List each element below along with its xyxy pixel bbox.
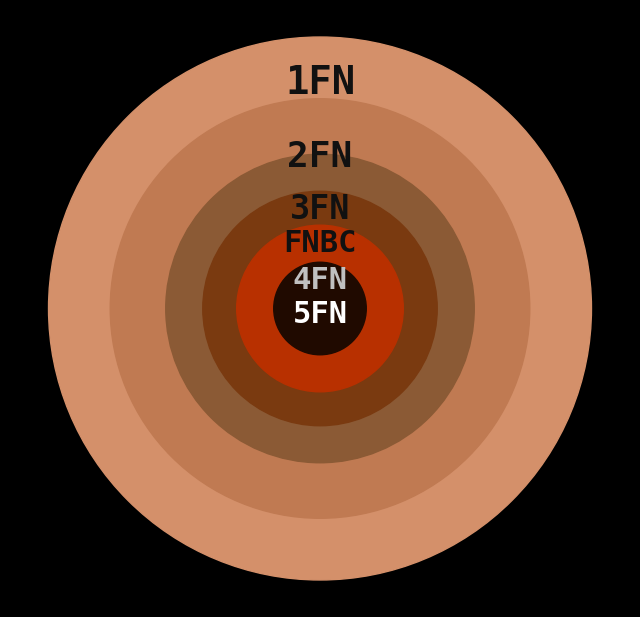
Circle shape — [274, 262, 366, 355]
Circle shape — [237, 225, 403, 392]
Text: 3FN: 3FN — [290, 193, 350, 226]
Text: FNBC: FNBC — [284, 229, 356, 259]
Circle shape — [166, 154, 474, 463]
Text: 2FN: 2FN — [287, 140, 353, 175]
Circle shape — [203, 191, 437, 426]
Text: 1FN: 1FN — [285, 64, 355, 102]
Text: 5FN: 5FN — [292, 300, 348, 329]
Circle shape — [49, 37, 591, 580]
Circle shape — [110, 99, 530, 518]
Text: 4FN: 4FN — [292, 266, 348, 296]
